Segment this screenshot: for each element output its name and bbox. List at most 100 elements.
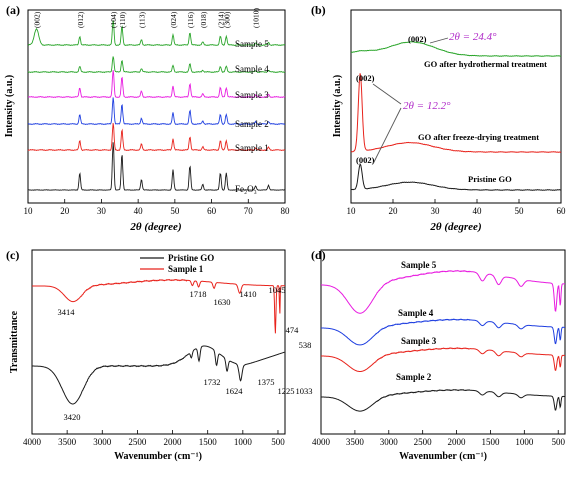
- panel-c-band-label: 1033: [296, 386, 313, 396]
- panel-c-band-label: 474: [286, 325, 300, 335]
- panel-d-xtick-label: 4000: [312, 437, 331, 447]
- panel-b-series-line: [350, 162, 561, 191]
- panel-a: (a) 10 20 30 40 50 60 70 80 (002) (012) (104) (110…: [4, 3, 290, 233]
- panel-c-xtick-label: 1500: [199, 437, 218, 447]
- panel-a-series-line: [27, 122, 286, 152]
- panel-d-xtick-label: 500: [551, 437, 565, 447]
- panel-a-xtick-label: 70: [244, 206, 254, 216]
- panel-b-series-line: [350, 73, 562, 153]
- panel-d-xtick-label: 3000: [380, 437, 399, 447]
- panel-b-series-name: GO after freeze-drying treatment: [418, 132, 539, 142]
- panel-c-band-label: 1375: [258, 377, 275, 387]
- panel-c-band-label: 1718: [190, 289, 207, 299]
- panel-d-xlabel: Wavenumber (cm⁻¹): [399, 451, 487, 462]
- panel-a-plane-label: (104): [109, 11, 118, 28]
- panel-d-series-name: Sample 2: [396, 372, 432, 382]
- panel-d-series-line: [321, 388, 565, 412]
- panel-a-xtick-label: 30: [97, 206, 107, 216]
- panel-d-xtick-label: 1000: [515, 437, 534, 447]
- panel-a-xtick-label: 10: [24, 206, 34, 216]
- panel-c-band-label: 1410: [240, 289, 257, 299]
- panel-b-ylabel: Intensity (a.u.): [332, 75, 343, 138]
- panel-a-plane-label: (1010): [252, 8, 261, 28]
- panel-a-series-line: [27, 56, 286, 74]
- panel-c-xtick-label: 2000: [164, 437, 183, 447]
- panel-c-band-label: 538: [299, 340, 312, 350]
- panel-a-plane-label: (214): [216, 11, 225, 28]
- panel-c-band-label: 1630: [214, 297, 231, 307]
- panel-b: (b) 10 20 30 40 50 60 GO after hydrothermal t…: [311, 3, 566, 233]
- panel-c-band-label: 3420: [64, 412, 81, 422]
- panel-d-xtick-label: 2500: [414, 437, 433, 447]
- panel-c-band-label: 1225: [278, 386, 295, 396]
- panel-a-series-line: [27, 20, 285, 47]
- panel-a-plane-label: (024): [169, 11, 178, 28]
- panel-c-series-line: [32, 278, 285, 334]
- panel-a-plane-label: (002): [32, 11, 41, 28]
- panel-d-series-line: [321, 269, 566, 314]
- panel-d-series-name: Sample 4: [398, 308, 434, 318]
- panel-d-xtick-label: 2000: [448, 437, 467, 447]
- panel-b-annotation: (002): [356, 73, 375, 83]
- panel-c-xlabel: Wavenumber (cm⁻¹): [114, 451, 202, 462]
- panel-a-xtick-label: 20: [60, 206, 70, 216]
- panel-a-plane-label: (110): [118, 12, 127, 28]
- panel-c-frame: [31, 249, 286, 435]
- panel-d-xtick-label: 3500: [346, 437, 365, 447]
- panel-c-xtick-label: 3000: [93, 437, 112, 447]
- panel-a-series-name: Fe₂O₃: [235, 184, 257, 194]
- panel-a-plane-label: (116): [186, 12, 195, 28]
- panel-a-plane-label: (113): [137, 12, 146, 28]
- panel-a-series-name: Sample 5: [235, 39, 269, 49]
- panel-b-arrow: [372, 83, 402, 105]
- panel-c-xtick-label: 500: [271, 437, 285, 447]
- panel-d: (d) 4000 3500 3000 2500 2000 1500 1000 500 Samp…: [311, 248, 566, 462]
- panel-a-xtick-label: 40: [134, 206, 144, 216]
- panel-c-legend-label: Sample 1: [168, 264, 204, 274]
- panel-a-series-line: [28, 97, 285, 126]
- panel-c: (c) 4000 3500 3000 2500 2000 1500 1000 500 3414…: [6, 248, 313, 462]
- panel-b-annotation: 2θ = 12.2°: [403, 100, 451, 112]
- panel-a-ylabel: Intensity (a.u.): [4, 75, 15, 138]
- panel-d-series-name: Sample 3: [401, 336, 437, 346]
- panel-b-xtick-label: 10: [347, 206, 357, 216]
- panel-b-annotation: (002): [356, 155, 375, 165]
- panel-b-xtick-label: 60: [557, 206, 567, 216]
- panel-c-band-label: 3414: [58, 307, 76, 317]
- panel-b-xtick-label: 20: [389, 206, 399, 216]
- panel-b-arrow: [372, 107, 402, 165]
- panel-c-legend-label: Pristine GO: [168, 253, 214, 263]
- panel-b-annotation: 2θ = 24.4°: [449, 31, 497, 43]
- panel-c-ylabel: Transmittance: [9, 310, 20, 373]
- panel-b-xtick-label: 30: [431, 206, 441, 216]
- panel-c-band-label: 1732: [204, 377, 221, 387]
- panel-a-series-line: [27, 70, 286, 99]
- panel-b-xlabel: 2θ (degree): [429, 221, 481, 233]
- panel-b-annotation: (002): [408, 34, 427, 44]
- panel-a-label: (a): [6, 3, 20, 17]
- panel-a-xtick-label: 60: [207, 206, 217, 216]
- panel-d-frame: [320, 249, 566, 435]
- panel-c-xtick-label: 4000: [23, 437, 42, 447]
- panel-a-plane-label: (300): [222, 11, 231, 28]
- panel-c-band-label: 1624: [226, 386, 244, 396]
- panel-b-arrow: [429, 37, 449, 44]
- panel-b-xtick-label: 50: [515, 206, 525, 216]
- panel-a-series-name: Sample 3: [235, 90, 269, 100]
- panel-a-series-name: Sample 1: [235, 143, 269, 153]
- panel-c-xtick-label: 1000: [234, 437, 253, 447]
- panel-d-series-line: [321, 347, 565, 372]
- panel-a-xlabel: 2θ (degree): [129, 221, 181, 233]
- panel-a-plane-label: (012): [76, 11, 85, 28]
- panel-d-xtick-label: 1500: [481, 437, 500, 447]
- panel-a-series-name: Sample 2: [235, 119, 269, 129]
- panel-b-frame: [350, 9, 562, 204]
- panel-b-label: (b): [311, 3, 326, 17]
- panel-c-xtick-label: 3500: [58, 437, 77, 447]
- panel-c-band-label: 1045: [269, 285, 286, 295]
- panel-d-series-name: Sample 5: [401, 260, 437, 270]
- panel-b-series-line: [350, 41, 562, 57]
- panel-a-series-line: [27, 142, 286, 191]
- panel-a-plane-label: (018): [199, 11, 208, 28]
- panel-d-series-line: [321, 318, 565, 346]
